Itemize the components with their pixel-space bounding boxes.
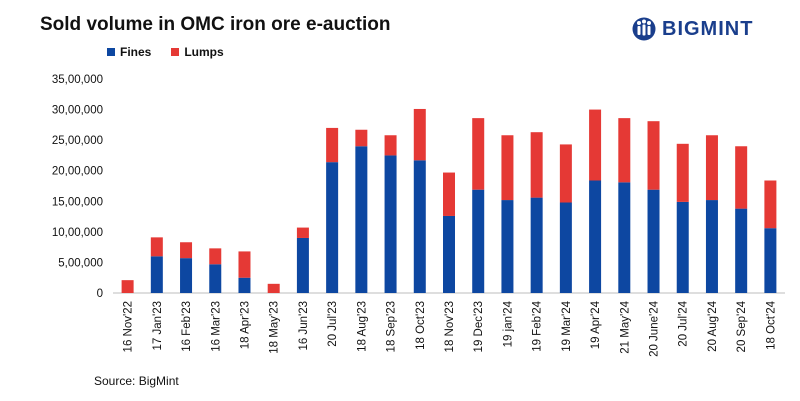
bigmint-logo-icon	[632, 17, 656, 41]
y-tick-label: 20,00,000	[52, 166, 103, 178]
bar-fines	[296, 237, 309, 293]
x-tick-label: 20 Jul'23	[327, 301, 339, 347]
x-tick-label: 19 Apr'24	[590, 300, 602, 349]
bar-lumps	[443, 172, 455, 216]
bar-fines	[384, 155, 397, 293]
bar-fines	[618, 182, 631, 293]
bar-fines	[647, 189, 660, 293]
bar-lumps	[530, 132, 543, 198]
y-tick-label: 15,00,000	[52, 196, 103, 208]
legend-swatch-lumps	[171, 48, 180, 56]
bar-fines	[559, 202, 572, 293]
x-tick-label: 17 Jan'23	[152, 301, 164, 351]
x-tick-label: 19 Dec'23	[473, 301, 485, 352]
bar-lumps	[355, 129, 368, 147]
bar-lumps	[559, 144, 572, 203]
brand-name: BIGMINT	[662, 17, 754, 40]
bar-lumps	[735, 146, 748, 209]
bar-fines	[326, 162, 339, 293]
bar-lumps	[238, 251, 251, 278]
bar-lumps	[589, 109, 602, 181]
legend: Fines Lumps	[107, 45, 238, 59]
x-tick-label: 20 Jul'24	[678, 300, 690, 346]
x-tick-label: 18 Sep'23	[386, 301, 398, 352]
bar-lumps	[209, 248, 222, 265]
x-tick-label: 16 Mar'23	[210, 301, 222, 352]
x-tick-label: 20 Sep'24	[736, 300, 748, 352]
bar-lumps	[384, 135, 397, 156]
y-tick-label: 25,00,000	[52, 135, 103, 147]
bar-lumps	[764, 180, 777, 229]
bar-fines	[735, 208, 748, 293]
bar-lumps	[501, 135, 514, 201]
legend-label-lumps: Lumps	[184, 45, 224, 59]
bar-lumps	[647, 121, 660, 190]
bar-fines	[238, 277, 251, 293]
bar-lumps	[618, 118, 631, 183]
x-tick-label: 18 Oct'23	[415, 301, 427, 350]
bar-fines	[472, 189, 485, 293]
bar-lumps	[705, 135, 718, 201]
bar-lumps	[676, 143, 689, 202]
x-tick-label: 18 Nov'23	[444, 301, 456, 352]
x-tick-label: 19 Mar'24	[561, 300, 573, 351]
bar-fines	[589, 180, 602, 293]
y-tick-label: 5,00,000	[58, 257, 103, 269]
bar-fines	[676, 201, 689, 293]
legend-item-fines: Fines	[107, 45, 151, 59]
bar-fines	[501, 200, 514, 293]
x-tick-label: 19 Feb'24	[532, 300, 544, 351]
bar-fines	[764, 228, 777, 293]
x-tick-label: 18 Oct'24	[765, 300, 777, 349]
x-tick-label: 18 Aug'23	[356, 301, 368, 352]
bar-lumps	[180, 242, 193, 259]
bar-lumps	[296, 227, 309, 238]
x-tick-label: 20 Aug'24	[707, 300, 719, 351]
y-tick-label: 10,00,000	[52, 227, 103, 239]
chart-title: Sold volume in OMC iron ore e-auction	[40, 14, 391, 35]
bar-lumps	[267, 283, 280, 293]
bar-lumps	[121, 280, 134, 293]
x-tick-label: 19 jan'24	[502, 300, 514, 347]
x-tick-label: 20 June'24	[649, 300, 661, 357]
bar-fines	[209, 264, 222, 293]
x-tick-label: 21 May'24	[619, 300, 631, 353]
bar-lumps	[150, 237, 163, 257]
legend-item-lumps: Lumps	[171, 45, 224, 59]
source-note: Source: BigMint	[94, 374, 179, 388]
bar-fines	[180, 258, 193, 293]
bar-fines	[443, 215, 455, 293]
x-tick-label: 16 Jun'23	[298, 301, 310, 351]
bar-lumps	[413, 108, 426, 161]
bar-fines	[705, 200, 718, 293]
bar-fines	[530, 197, 543, 293]
bar-fines	[150, 256, 163, 293]
bar-fines	[413, 160, 426, 293]
bar-lumps	[472, 118, 485, 190]
x-tick-label: 18 Apr'23	[239, 301, 251, 349]
legend-label-fines: Fines	[120, 45, 152, 59]
legend-swatch-fines	[107, 48, 115, 56]
bar-lumps	[326, 127, 339, 163]
x-tick-label: 18 May'23	[269, 301, 281, 354]
y-tick-label: 35,00,000	[52, 74, 103, 86]
x-tick-label: 16 Nov'22	[123, 301, 135, 352]
y-tick-label: 30,00,000	[52, 105, 103, 117]
bar-fines	[355, 146, 368, 293]
y-tick-label: 0	[97, 288, 103, 300]
x-tick-label: 16 Feb'23	[181, 301, 193, 352]
brand-logo: BIGMINT	[632, 14, 753, 44]
